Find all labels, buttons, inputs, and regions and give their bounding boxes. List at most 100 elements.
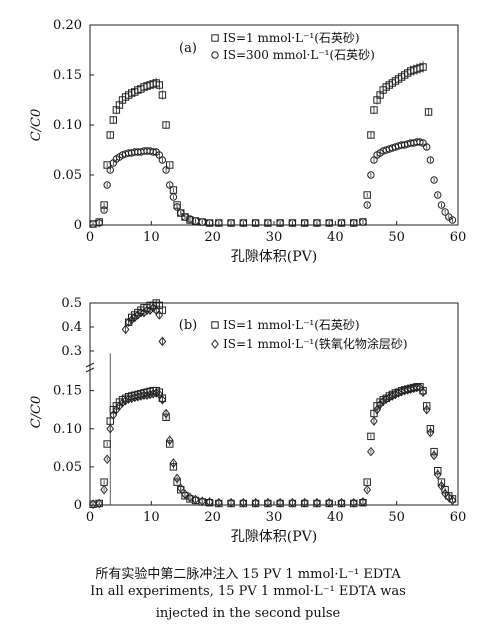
data-point bbox=[388, 391, 397, 401]
data-point bbox=[300, 497, 309, 508]
data-point bbox=[313, 219, 321, 227]
data-point bbox=[137, 391, 145, 401]
data-point bbox=[337, 497, 346, 508]
data-point bbox=[313, 497, 321, 508]
data-point bbox=[95, 219, 103, 227]
y-tick-label: 0 bbox=[74, 498, 82, 513]
data-point bbox=[95, 498, 104, 509]
legend-marker bbox=[211, 321, 219, 329]
data-point bbox=[370, 106, 378, 114]
data-point bbox=[215, 219, 223, 227]
x-tick-label: 60 bbox=[450, 230, 467, 245]
data-point bbox=[367, 131, 375, 139]
data-point bbox=[106, 131, 114, 139]
data-point bbox=[264, 219, 272, 227]
data-point bbox=[143, 305, 151, 316]
data-point bbox=[165, 435, 174, 445]
data-point bbox=[359, 218, 367, 226]
data-point bbox=[198, 496, 207, 506]
data-point bbox=[173, 203, 181, 211]
data-point bbox=[251, 219, 260, 227]
y-tick-label: 0.5 bbox=[61, 296, 82, 311]
y-tick-label: 0.15 bbox=[53, 384, 82, 399]
data-point bbox=[363, 484, 372, 495]
data-point bbox=[158, 156, 167, 164]
data-point bbox=[100, 484, 108, 495]
data-point bbox=[214, 497, 223, 508]
x-tick-label: 50 bbox=[388, 510, 405, 525]
data-point bbox=[251, 497, 260, 508]
data-point bbox=[198, 218, 206, 226]
data-point bbox=[288, 497, 297, 508]
x-tick-label: 40 bbox=[327, 510, 344, 525]
data-point bbox=[106, 423, 115, 434]
data-point bbox=[413, 382, 421, 393]
y-tick-label: 0.4 bbox=[61, 320, 82, 335]
legend-marker bbox=[211, 34, 219, 42]
data-point bbox=[419, 387, 427, 397]
data-point bbox=[133, 391, 142, 402]
x-tick-label: 30 bbox=[266, 510, 283, 525]
x-tick-label: 10 bbox=[143, 230, 160, 245]
y-axis-label: C/C0 bbox=[29, 109, 44, 142]
data-point bbox=[349, 497, 358, 508]
data-point bbox=[325, 219, 333, 227]
x-tick-label: 20 bbox=[204, 230, 221, 245]
caption-line-3: injected in the second pulse bbox=[155, 606, 341, 621]
y-tick-label: 0.10 bbox=[53, 118, 82, 133]
data-point bbox=[155, 81, 164, 89]
legend-label: IS=1 mmol·L⁻¹(石英砂) bbox=[223, 31, 360, 45]
data-point bbox=[430, 450, 438, 461]
data-point bbox=[191, 494, 200, 505]
x-tick-label: 10 bbox=[143, 510, 160, 525]
caption-line-1: 所有实验中第二脉冲注入 15 PV 1 mmol·L⁻¹ EDTA bbox=[95, 567, 401, 582]
legend-marker bbox=[211, 51, 219, 59]
legend-label: IS=1 mmol·L⁻¹(石英砂) bbox=[223, 318, 360, 332]
data-point bbox=[370, 416, 378, 426]
data-point bbox=[106, 166, 114, 174]
data-point bbox=[239, 497, 248, 508]
data-point bbox=[391, 389, 400, 400]
data-point bbox=[288, 219, 297, 227]
data-point bbox=[403, 385, 412, 395]
data-point bbox=[140, 390, 148, 401]
data-point bbox=[181, 213, 189, 221]
y-tick-label: 0.20 bbox=[53, 18, 82, 33]
data-point bbox=[379, 396, 388, 407]
data-point bbox=[423, 143, 431, 151]
data-point bbox=[109, 116, 118, 124]
data-point bbox=[350, 219, 358, 227]
panel-label: (a) bbox=[179, 41, 197, 56]
data-point bbox=[437, 201, 446, 209]
panel-b-chart: 0 10 20 30 40 50 60 0 0.05 0.10 0.15 0.3 0.4 0.5 C/C0 孔… bbox=[29, 296, 466, 545]
data-point bbox=[166, 181, 174, 189]
x-tick-label: 0 bbox=[86, 510, 94, 525]
data-point bbox=[162, 408, 170, 419]
y-tick-label: 0 bbox=[74, 218, 82, 233]
data-point bbox=[227, 219, 235, 227]
data-point bbox=[169, 458, 178, 468]
data-point bbox=[419, 139, 427, 147]
data-point bbox=[409, 383, 418, 394]
data-point bbox=[227, 497, 235, 508]
x-axis-label: 孔隙体积(PV) bbox=[231, 529, 317, 545]
data-point bbox=[434, 191, 442, 199]
data-point bbox=[337, 219, 346, 227]
data-point bbox=[300, 219, 309, 227]
data-point bbox=[89, 499, 97, 510]
data-point bbox=[155, 310, 164, 320]
data-point bbox=[155, 389, 164, 400]
data-point bbox=[124, 394, 133, 404]
x-tick-label: 20 bbox=[204, 510, 221, 525]
panel-b-frame bbox=[89, 302, 459, 506]
panel-label: (b) bbox=[179, 318, 197, 333]
data-point bbox=[127, 314, 136, 325]
data-point bbox=[140, 307, 148, 318]
data-point bbox=[264, 497, 272, 508]
data-point bbox=[448, 216, 457, 224]
data-point bbox=[276, 219, 284, 227]
data-point bbox=[400, 385, 409, 396]
data-point bbox=[419, 63, 427, 71]
data-point bbox=[109, 410, 118, 420]
